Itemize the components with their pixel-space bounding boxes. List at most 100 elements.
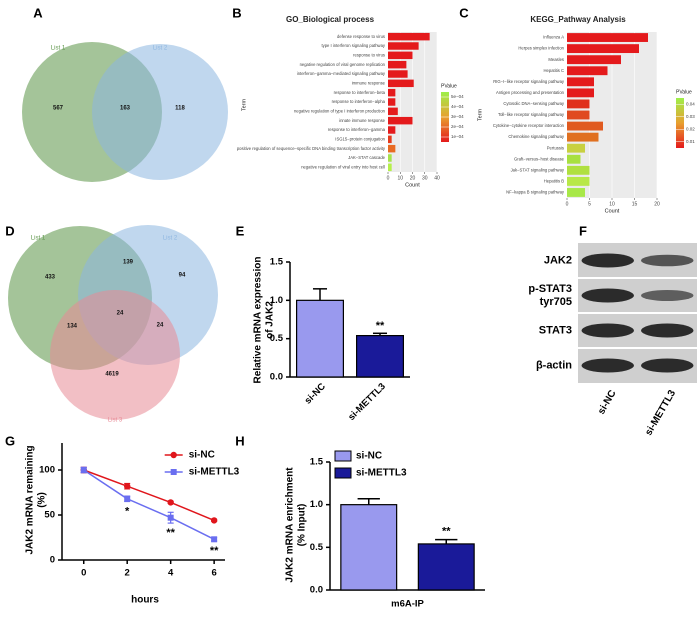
x-axis-label: Count	[605, 208, 620, 214]
legend-label: si-METTL3	[189, 467, 240, 478]
venn-count: 24	[117, 311, 124, 317]
y-tick-label: 1.0	[270, 295, 283, 306]
row-label: JAK2	[544, 254, 572, 266]
significance: *	[125, 505, 130, 517]
venn-set	[50, 290, 180, 420]
colorbar-label: 5e−04	[451, 94, 464, 99]
significance: **	[166, 527, 175, 539]
y-tick-label: Herpes simplex infection	[518, 46, 564, 51]
panel-letter: G	[5, 433, 15, 448]
x-tick-label: 15	[632, 201, 638, 207]
x-tick-label: 10	[609, 201, 615, 207]
bar	[567, 55, 621, 65]
y-tick-label: 0.0	[310, 585, 323, 596]
x-tick-label: 30	[422, 175, 428, 181]
y-tick-label: Influenza A	[543, 35, 564, 40]
y-tick-label: 1.0	[310, 499, 323, 510]
bar	[388, 116, 413, 125]
y-tick-label: Cytosolic DNA−sensing pathway	[503, 101, 565, 106]
x-tick-label: si-METTL3	[346, 381, 388, 423]
bar	[388, 126, 396, 134]
y-tick-label: Toll−like receptor signaling pathway	[498, 112, 565, 117]
y-tick-label: Hepatitis C	[544, 68, 564, 73]
y-axis-label: Relative mRNA expression	[253, 257, 264, 384]
bar	[388, 144, 396, 153]
y-axis-label: (%)	[37, 492, 48, 508]
band	[641, 290, 694, 301]
venn-set-name: List 2	[163, 236, 178, 242]
legend-label: si-METTL3	[356, 468, 407, 479]
y-tick-label: response to virus	[353, 52, 385, 57]
venn-count: 139	[123, 260, 134, 266]
colorbar-title: PValue	[676, 89, 692, 95]
panel-letter: E	[236, 223, 245, 238]
row-label: p-STAT3	[528, 283, 572, 295]
band	[641, 358, 694, 373]
y-tick-label: 0.5	[310, 542, 324, 553]
y-tick-label: interferon−gamma−mediated signaling path…	[297, 71, 386, 76]
y-tick-label: 1.5	[310, 457, 324, 468]
x-tick-label: 0	[81, 568, 86, 579]
y-tick-label: defense response to virus	[337, 34, 385, 39]
legend-swatch	[334, 467, 352, 479]
x-tick-label: 6	[211, 568, 216, 579]
bar	[567, 33, 648, 42]
chart-title: GO_Biological process	[286, 15, 375, 24]
y-tick-label: negative regulation of type I interferon…	[294, 108, 386, 113]
venn-set-name: List 1	[31, 236, 46, 242]
bar	[567, 143, 585, 153]
y-axis-label: (% Input)	[297, 504, 308, 547]
legend-swatch	[334, 450, 352, 462]
legend-label: si-NC	[356, 451, 382, 462]
band	[581, 288, 634, 303]
bar	[567, 77, 594, 87]
legend-label: si-NC	[189, 450, 215, 461]
bar	[388, 32, 430, 41]
band	[641, 323, 694, 338]
venn-count: 567	[53, 106, 64, 112]
x-tick-label: 40	[434, 175, 440, 181]
venn-set-name: List 2	[153, 46, 168, 52]
legend-marker	[170, 469, 177, 475]
venn-count: 24	[157, 323, 164, 329]
bar	[567, 66, 608, 76]
y-tick-label: Jak−STAT signaling pathway	[511, 167, 565, 172]
y-tick-label: 0.0	[270, 372, 283, 383]
y-tick-label: 0	[50, 555, 55, 566]
y-tick-label: Cytokine−cytokine receptor interaction	[493, 123, 565, 128]
y-axis-label: of JAK2	[265, 301, 276, 339]
bar	[388, 60, 407, 69]
band	[581, 253, 634, 268]
y-tick-label: Measles	[548, 57, 564, 62]
bar	[567, 121, 603, 131]
colorbar-label: 1e−04	[451, 134, 464, 139]
bar	[388, 163, 392, 172]
colorbar-label: 2e−04	[451, 124, 464, 129]
venn-set-name: List 1	[51, 46, 66, 52]
x-tick-label: 5	[588, 201, 591, 207]
y-tick-label: 50	[44, 510, 55, 521]
bar	[417, 543, 475, 591]
y-tick-label: negative regulation of viral entry into …	[301, 164, 385, 169]
venn-count: 118	[175, 106, 185, 112]
x-tick-label: 0	[387, 175, 390, 181]
bar	[388, 70, 408, 78]
y-tick-label: Antigen processing and presentation	[496, 90, 565, 95]
bar	[567, 110, 590, 120]
venn-count: 163	[120, 106, 131, 112]
venn-count: 134	[67, 324, 78, 330]
y-tick-label: RIG−I−like receptor signaling pathway	[493, 79, 565, 84]
y-axis-label: Term	[241, 98, 247, 111]
bar	[388, 42, 419, 50]
bar	[567, 44, 639, 54]
colorbar-label: 0.02	[686, 126, 695, 131]
point	[80, 467, 87, 473]
y-tick-label: Graft−versus−host disease	[514, 156, 565, 161]
y-tick-label: innate immune response	[339, 118, 386, 123]
y-tick-label: Hepatitis B	[544, 179, 564, 184]
x-axis-label: Count	[405, 182, 420, 188]
bar	[388, 98, 396, 106]
bar	[567, 188, 585, 197]
